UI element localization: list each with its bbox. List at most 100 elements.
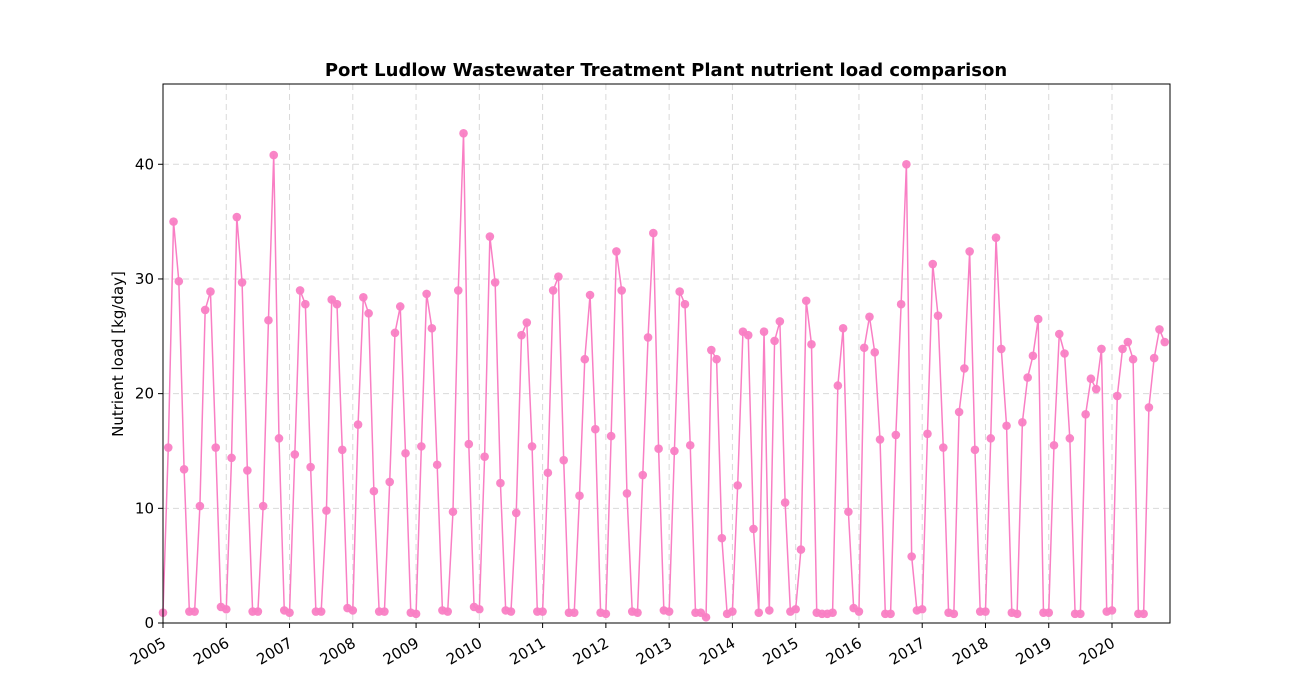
- data-point: [828, 608, 837, 617]
- data-point: [933, 311, 943, 320]
- data-point: [591, 424, 600, 434]
- data-point: [617, 286, 626, 295]
- data-point: [896, 299, 906, 309]
- data-point: [796, 545, 806, 554]
- data-point: [496, 478, 505, 488]
- data-point: [775, 317, 785, 326]
- data-point: [395, 302, 405, 311]
- data-point: [422, 289, 431, 299]
- data-point: [295, 286, 305, 295]
- data-point: [680, 299, 690, 309]
- series-layer: [158, 129, 1170, 622]
- x-tick-label: 2016: [823, 634, 865, 669]
- data-point: [543, 468, 553, 478]
- data-point: [411, 609, 421, 619]
- data-point: [348, 606, 358, 615]
- x-tick-label: 2018: [949, 634, 991, 669]
- data-point: [1149, 353, 1159, 363]
- data-point: [612, 247, 621, 256]
- x-tick-label: 2005: [127, 634, 169, 669]
- data-point: [548, 286, 558, 295]
- data-point: [443, 607, 453, 616]
- x-tick-label: 2020: [1076, 634, 1118, 669]
- data-point: [733, 481, 742, 490]
- data-point: [417, 442, 426, 451]
- data-point: [369, 486, 379, 496]
- data-point: [195, 501, 205, 511]
- data-point: [707, 345, 716, 355]
- data-point: [949, 609, 959, 619]
- data-point: [1033, 314, 1043, 324]
- data-point: [1012, 609, 1022, 619]
- x-tick-label: 2017: [886, 634, 928, 669]
- data-point: [754, 608, 764, 617]
- data-point: [1139, 609, 1148, 619]
- data-point: [448, 507, 458, 517]
- data-point: [253, 607, 263, 616]
- plot-frame: [162, 83, 1171, 624]
- x-tick-label: 2013: [633, 634, 675, 669]
- data-point: [359, 293, 368, 302]
- data-point: [917, 604, 927, 614]
- data-point: [1028, 351, 1038, 361]
- data-point: [728, 607, 737, 616]
- y-tick-label: 0: [144, 614, 154, 632]
- x-tick-label: 2007: [253, 634, 295, 669]
- data-point: [743, 330, 753, 340]
- data-point: [364, 309, 373, 318]
- chart-title: Port Ludlow Wastewater Treatment Plant n…: [325, 60, 1007, 81]
- data-point: [954, 407, 964, 417]
- y-axis: 0 10 20 30 40: [135, 155, 163, 632]
- data-point: [432, 460, 442, 470]
- x-tick-label: 2014: [696, 634, 738, 669]
- data-point: [1018, 418, 1027, 427]
- data-point: [464, 439, 474, 449]
- data-point: [232, 212, 242, 222]
- data-point: [1112, 391, 1122, 401]
- data-point: [200, 305, 210, 315]
- data-point: [1044, 608, 1054, 617]
- data-point: [1091, 384, 1101, 394]
- data-point: [765, 606, 774, 615]
- x-tick-label: 2015: [760, 634, 802, 669]
- data-point: [179, 465, 189, 474]
- data-point: [1049, 440, 1059, 450]
- data-point: [1081, 409, 1090, 419]
- data-point: [670, 446, 679, 456]
- data-point: [285, 608, 294, 617]
- data-point: [316, 607, 326, 616]
- data-point: [601, 609, 611, 619]
- data-point: [875, 435, 885, 444]
- data-point: [264, 315, 273, 325]
- data-point: [227, 453, 236, 463]
- data-point: [258, 501, 268, 511]
- data-point: [453, 286, 463, 295]
- data-point: [701, 612, 711, 622]
- data-point: [459, 129, 468, 138]
- data-point: [675, 287, 684, 296]
- data-point: [353, 420, 363, 429]
- data-point: [638, 470, 648, 480]
- data-point: [838, 323, 848, 333]
- data-point: [891, 430, 901, 440]
- data-point: [991, 233, 1001, 242]
- data-point: [332, 299, 342, 309]
- data-point: [1118, 344, 1127, 354]
- data-point: [269, 150, 279, 160]
- data-point: [986, 434, 996, 443]
- data-point: [870, 348, 880, 357]
- data-point: [833, 381, 843, 390]
- data-point: [274, 434, 284, 443]
- data-point: [1107, 606, 1117, 615]
- data-point: [1060, 349, 1069, 358]
- data-point: [649, 228, 658, 238]
- data-point: [380, 607, 389, 616]
- data-point: [1144, 403, 1154, 412]
- data-point: [1123, 337, 1133, 347]
- data-point: [569, 608, 579, 617]
- data-point: [654, 444, 663, 453]
- data-point: [580, 354, 590, 364]
- data-point: [886, 609, 895, 619]
- data-point: [211, 443, 221, 452]
- data-point: [633, 608, 642, 617]
